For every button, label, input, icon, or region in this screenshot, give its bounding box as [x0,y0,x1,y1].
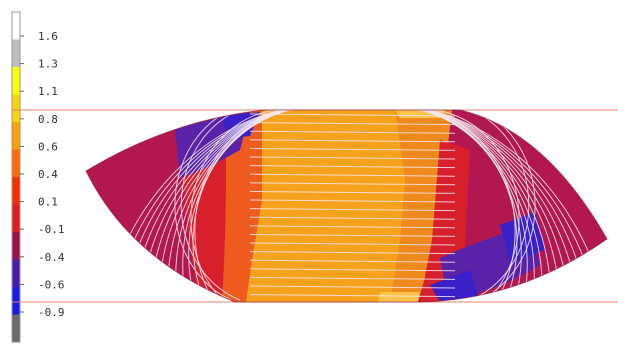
legend-swatch [12,204,20,233]
contour-line [249,165,456,169]
contour-line [249,233,456,237]
legend-swatch [12,67,20,95]
legend-tick-label: -0.4 [38,251,65,264]
contour-line [425,110,570,301]
region-orange-dark-band [390,110,452,302]
contour-line [180,110,295,301]
contour-line [423,110,552,301]
contour-line [249,285,456,289]
legend-swatch [12,259,20,288]
contour-line [249,208,456,212]
contour-line [190,110,293,301]
contour-line [424,110,561,301]
contour-line [167,110,287,301]
legend-swatch [12,232,20,260]
legend-swatch [12,314,20,343]
contour-line [249,268,456,272]
legend-tick-label: 0.4 [38,168,58,181]
contour-line [249,276,456,280]
field-outline [85,109,608,303]
contour-line [249,139,456,143]
contour-line [249,242,456,246]
contour-line [174,110,294,301]
contour-line [249,113,456,117]
legend-swatch [12,94,20,123]
contour-line [249,130,456,134]
contour-line [249,259,456,263]
color-legend: 1.6 1.3 1.1 0.8 0.6 0.4 0.1 -0.1 -0.4 -0.6 -0.9 [11,11,65,343]
contour-field [86,110,607,302]
legend-tick-label: -0.9 [38,306,65,319]
legend-swatch [12,12,20,40]
contour-line [423,110,543,301]
legend-tick-label: 1.6 [38,30,58,43]
legend-tick-label: 1.3 [38,58,58,71]
contour-line [417,110,520,301]
contour-line [415,110,530,301]
legend-swatch [12,149,20,178]
region-yellow-orange-bottom [378,292,420,302]
contour-line [249,225,456,229]
legend-frame [11,11,21,343]
legend-tick-label: 0.6 [38,140,58,153]
legend-tick-label: -0.1 [38,223,65,236]
legend-labels: 1.6 1.3 1.1 0.8 0.6 0.4 0.1 -0.1 -0.4 -0.6 -0.9 [20,30,65,319]
legend-tick-label: 1.1 [38,85,58,98]
legend-tick-label: 0.1 [38,196,58,209]
contour-line [249,294,456,298]
legend-swatch [12,287,20,315]
legend-swatch [12,177,20,205]
contour-line [416,110,536,301]
contour-line [249,147,456,151]
legend-swatch [12,39,20,68]
contour-line [249,251,456,255]
contour-line [249,156,456,160]
legend-tick-label: 0.8 [38,113,58,126]
contour-line [249,173,456,177]
contour-line [249,122,456,126]
legend-bar [11,11,21,343]
legend-tick-label: -0.6 [38,278,65,291]
contour-line [249,199,456,203]
region-blue-bottom-right [430,270,478,302]
legend-swatch [12,122,20,150]
contour-line [249,190,456,194]
contour-line [249,216,456,220]
contour-line [249,182,456,186]
